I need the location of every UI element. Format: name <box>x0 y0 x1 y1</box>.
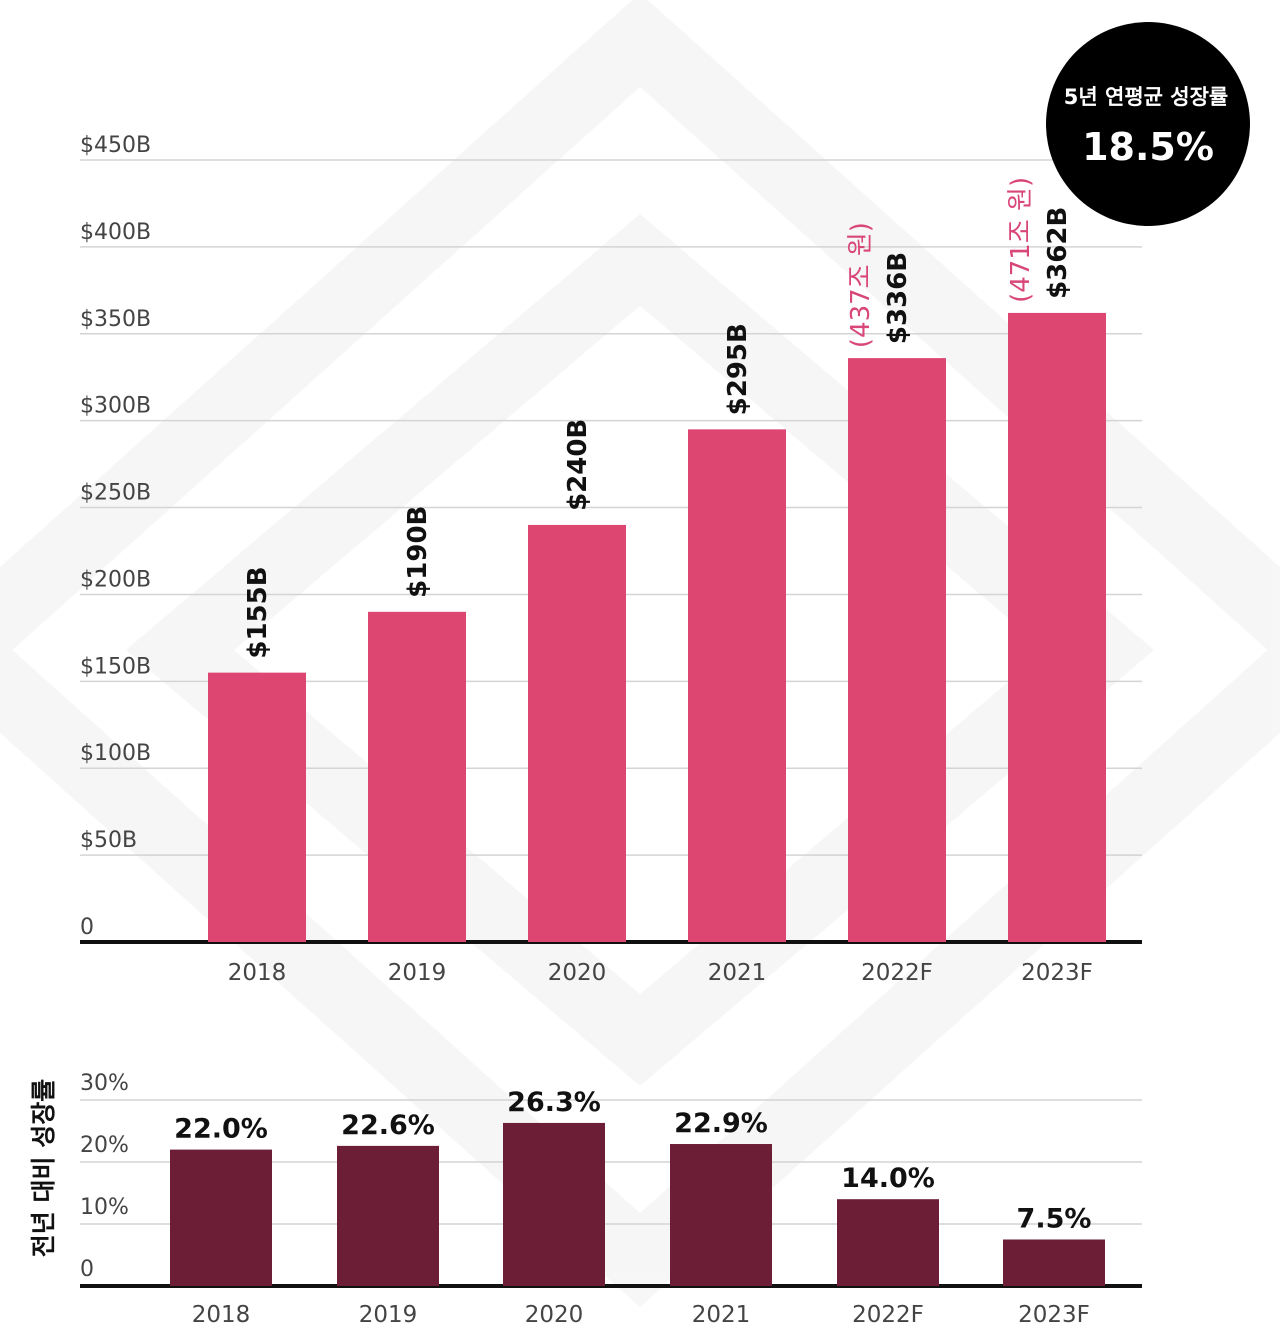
growth-y-tick-label: 0 <box>80 1257 94 1282</box>
revenue-y-tick-label: 0 <box>80 915 94 940</box>
revenue-category-label: 2022F <box>861 960 933 986</box>
revenue-category-label: 2021 <box>708 960 767 986</box>
revenue-y-tick-label: $200B <box>80 567 151 592</box>
growth-bar <box>503 1122 605 1286</box>
revenue-category-label: 2019 <box>388 960 447 986</box>
revenue-y-axis: 0 $50B $100B $150B $200B $250B $300B $350B $400B… <box>80 133 151 940</box>
growth-bar-chart: 0 10% 20% 30% 22.0% 22.6% 26.3% 22.9% 14.0% 7.5%… <box>29 1071 1142 1328</box>
revenue-bar <box>528 524 626 942</box>
growth-y-axis: 0 10% 20% 30% <box>80 1071 129 1282</box>
revenue-value-label: $155B <box>243 566 273 658</box>
revenue-krw-label: (471조 원) <box>1006 177 1036 303</box>
revenue-x-axis: 2018 2019 2020 2021 2022F 2023F <box>228 960 1093 986</box>
revenue-bar-chart: 0 $50B $100B $150B $200B $250B $300B $350B $400B… <box>80 133 1142 986</box>
growth-value-labels: 22.0% 22.6% 26.3% 22.9% 14.0% 7.5% <box>174 1087 1091 1235</box>
growth-category-label: 2018 <box>192 1302 251 1328</box>
growth-category-label: 2022F <box>852 1302 924 1328</box>
revenue-krw-label: (437조 원) <box>846 222 876 348</box>
revenue-y-tick-label: $250B <box>80 481 151 506</box>
revenue-y-tick-label: $300B <box>80 394 151 419</box>
growth-bars <box>170 1122 1105 1286</box>
growth-value-label: 26.3% <box>507 1087 601 1118</box>
revenue-bar <box>848 358 946 942</box>
cagr-badge: 5년 연평균 성장률 18.5% <box>1046 22 1250 226</box>
revenue-value-label: $190B <box>403 506 433 598</box>
cagr-badge-value: 18.5% <box>1082 125 1214 169</box>
revenue-bar <box>1008 312 1106 942</box>
growth-category-label: 2021 <box>692 1302 751 1328</box>
revenue-bar <box>688 429 786 942</box>
growth-bar <box>670 1144 772 1286</box>
growth-bar <box>170 1149 272 1286</box>
growth-x-axis: 2018 2019 2020 2021 2022F 2023F <box>192 1302 1090 1328</box>
revenue-bar <box>208 672 306 942</box>
growth-y-axis-title: 전년 대비 성장률 <box>29 1079 58 1257</box>
revenue-y-tick-label: $100B <box>80 741 151 766</box>
revenue-bar <box>368 611 466 942</box>
growth-value-label: 22.9% <box>674 1108 768 1139</box>
growth-value-label: 7.5% <box>1017 1204 1092 1235</box>
growth-category-label: 2019 <box>359 1302 418 1328</box>
growth-category-label: 2020 <box>525 1302 584 1328</box>
revenue-value-label: $336B <box>883 252 913 344</box>
growth-y-tick-label: 20% <box>80 1133 129 1158</box>
revenue-y-tick-label: $450B <box>80 133 151 158</box>
revenue-y-tick-label: $350B <box>80 307 151 332</box>
growth-category-label: 2023F <box>1018 1302 1090 1328</box>
cagr-badge-caption: 5년 연평균 성장률 <box>1064 85 1228 109</box>
revenue-category-label: 2023F <box>1021 960 1093 986</box>
revenue-value-labels: $155B $190B $240B $295B $336B(437조 원) $362B(4… <box>243 177 1073 659</box>
growth-bar <box>1003 1239 1105 1286</box>
growth-y-tick-label: 10% <box>80 1195 129 1220</box>
revenue-category-label: 2020 <box>548 960 607 986</box>
growth-value-label: 22.0% <box>174 1114 268 1145</box>
growth-bar <box>837 1199 939 1286</box>
revenue-bars <box>208 312 1106 942</box>
revenue-y-tick-label: $50B <box>80 828 137 853</box>
revenue-y-tick-label: $400B <box>80 220 151 245</box>
revenue-category-label: 2018 <box>228 960 287 986</box>
revenue-value-label: $240B <box>563 419 593 511</box>
growth-value-label: 22.6% <box>341 1110 435 1141</box>
growth-y-tick-label: 30% <box>80 1071 129 1096</box>
growth-value-label: 14.0% <box>841 1163 935 1194</box>
growth-bar <box>337 1145 439 1286</box>
revenue-value-label: $295B <box>723 323 753 415</box>
revenue-value-label: $362B <box>1043 207 1073 299</box>
revenue-y-tick-label: $150B <box>80 654 151 679</box>
